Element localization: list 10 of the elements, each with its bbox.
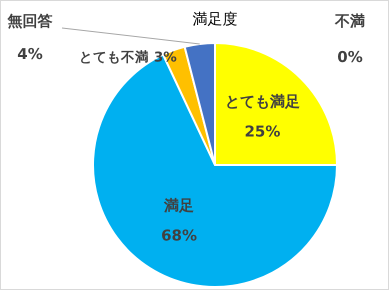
chart-title: 満足度 [192, 10, 238, 28]
slice-label: 無回答 [6, 12, 52, 30]
text: 0% [337, 48, 363, 66]
data-label: 4% [17, 45, 43, 64]
category-label: 不満 [335, 12, 365, 30]
data-label: 25% [244, 122, 280, 141]
slice-label: とても不満 3% [79, 50, 178, 66]
slice-label: 満足 [163, 196, 194, 215]
data-label: 68% [161, 226, 197, 245]
slice-label: とても満足 [224, 92, 300, 111]
